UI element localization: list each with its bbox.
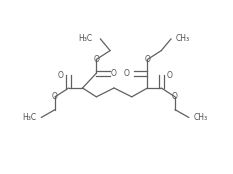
- Text: H₃C: H₃C: [78, 34, 93, 43]
- Text: O: O: [52, 92, 58, 101]
- Text: O: O: [166, 71, 172, 80]
- Text: O: O: [58, 71, 64, 80]
- Text: O: O: [111, 69, 117, 78]
- Text: H₃C: H₃C: [22, 113, 36, 122]
- Text: O: O: [144, 55, 151, 64]
- Text: O: O: [172, 92, 178, 101]
- Text: O: O: [93, 55, 99, 64]
- Text: CH₃: CH₃: [176, 34, 190, 43]
- Text: O: O: [124, 69, 130, 78]
- Text: CH₃: CH₃: [194, 113, 208, 122]
